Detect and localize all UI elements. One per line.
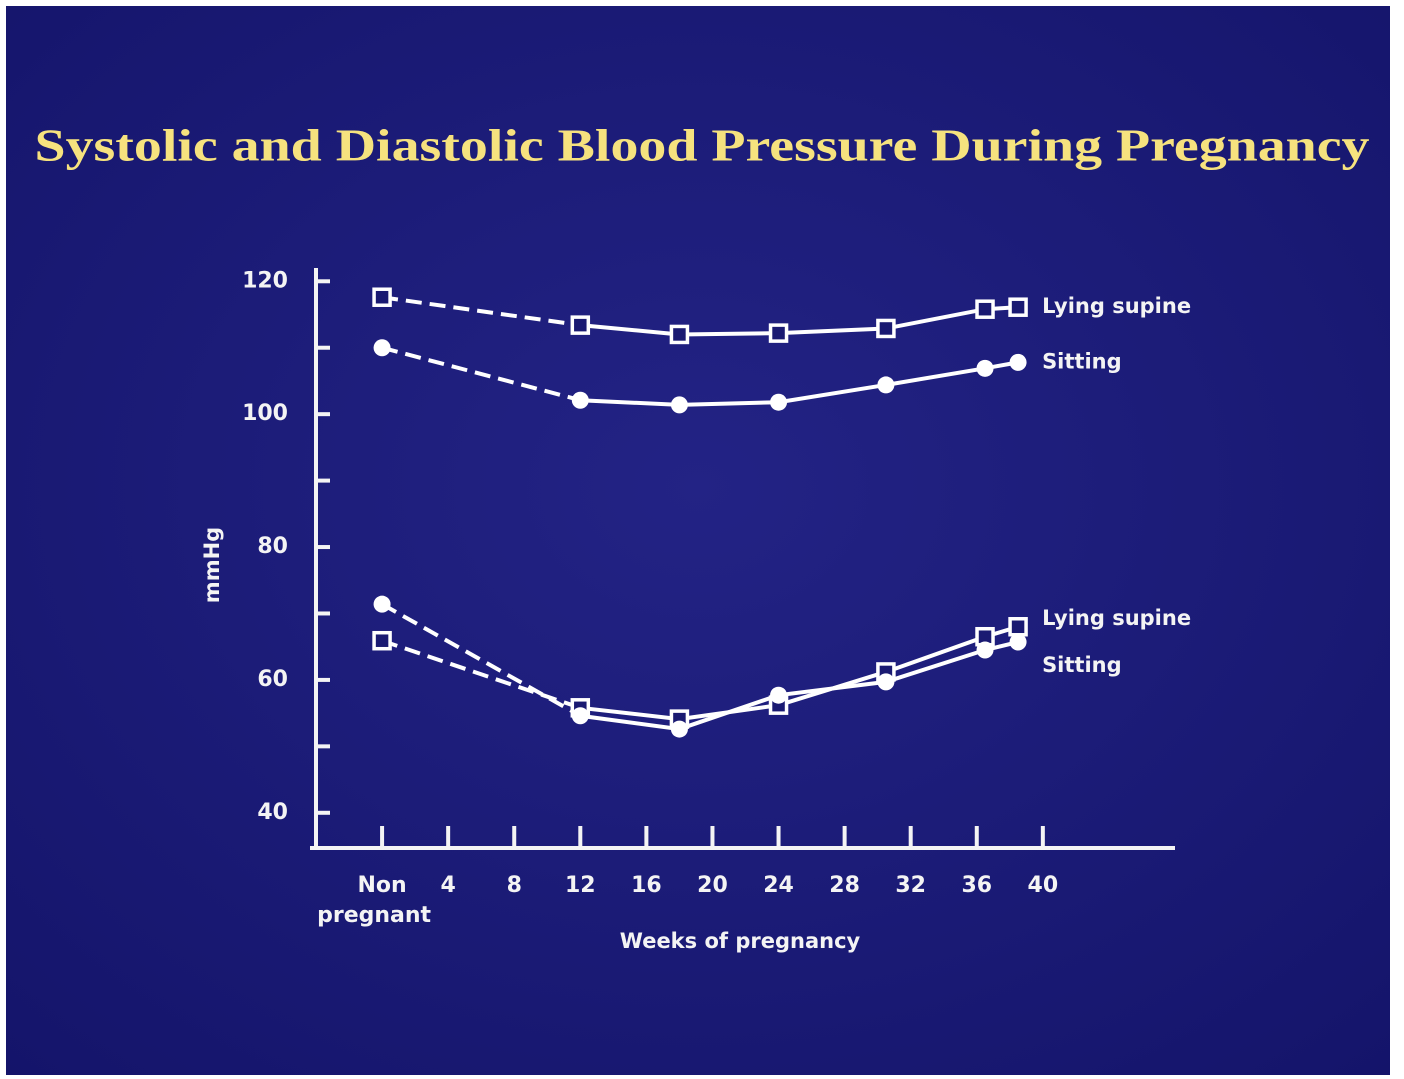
x-tick-label: 8 [507, 873, 522, 898]
y-tick-label: 100 [242, 401, 288, 426]
point-marker [374, 339, 391, 356]
point-marker [671, 721, 688, 738]
page: {"chart_data": {"type": "line", "title":… [0, 0, 1404, 1079]
point-marker [1010, 634, 1027, 651]
series-label: Sitting [1042, 653, 1122, 677]
point-marker [877, 673, 894, 690]
x-tick-label: 28 [829, 873, 860, 898]
point-marker [374, 633, 390, 649]
point-marker [877, 376, 894, 393]
series-label: Sitting [1042, 349, 1122, 373]
y-tick-label: 60 [257, 667, 288, 692]
series-label: Lying supine [1042, 606, 1191, 630]
chart-title: Systolic and Diastolic Blood Pressure Du… [35, 120, 1370, 171]
x-tick-label: 16 [631, 873, 662, 898]
y-tick-label: 40 [257, 800, 288, 825]
point-marker [572, 707, 589, 724]
point-marker [572, 392, 589, 409]
point-marker [1010, 299, 1026, 315]
chart: Systolic and Diastolic Blood Pressure Du… [0, 0, 1404, 1079]
point-marker [770, 687, 787, 704]
x-axis-label: Weeks of pregnancy [620, 929, 861, 953]
point-marker [770, 394, 787, 411]
point-marker [1010, 354, 1027, 371]
point-marker [977, 642, 994, 659]
point-marker [671, 326, 687, 342]
y-tick-label: 120 [242, 268, 288, 293]
x-tick-label: 36 [961, 873, 992, 898]
x-tick-label: 12 [565, 873, 596, 898]
x-tick-label: 20 [697, 873, 728, 898]
x-tick-label: 24 [763, 873, 794, 898]
point-marker [671, 396, 688, 413]
point-marker [374, 289, 390, 305]
point-marker [374, 596, 391, 613]
x-tick-label: 4 [440, 873, 455, 898]
point-marker [977, 360, 994, 377]
y-axis-label: mmHg [200, 527, 224, 603]
point-marker [1010, 619, 1026, 635]
x-tick-label: 32 [895, 873, 926, 898]
point-marker [572, 317, 588, 333]
series-label: Lying supine [1042, 294, 1191, 318]
x-tick-label: 40 [1028, 873, 1059, 898]
point-marker [977, 301, 993, 317]
point-marker [878, 320, 894, 336]
y-tick-label: 80 [257, 534, 288, 559]
point-marker [771, 325, 787, 341]
